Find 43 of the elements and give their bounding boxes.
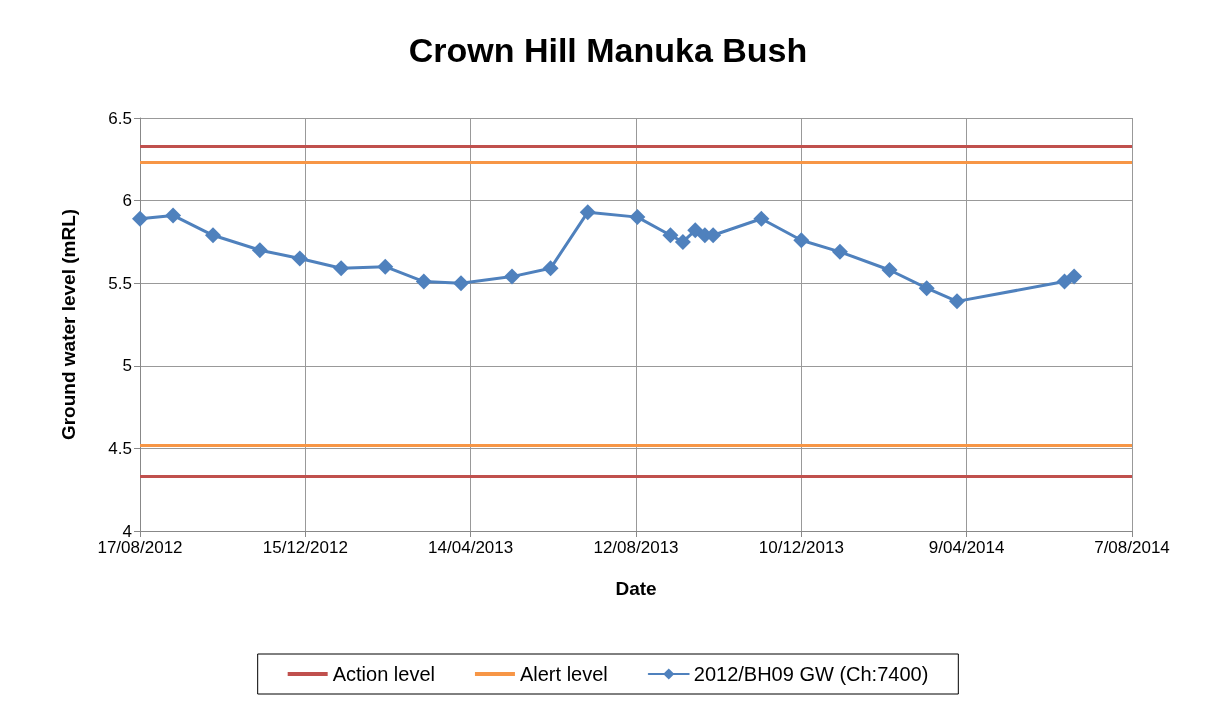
point <box>132 210 148 227</box>
x-tick-label: 12/08/2013 <box>593 538 679 557</box>
point <box>291 250 308 267</box>
legend-label: 2012/BH09 GW (Ch:7400) <box>693 663 929 685</box>
legend-label: Action level <box>332 663 435 685</box>
point <box>205 227 222 244</box>
x-tick-label: 14/04/2013 <box>428 538 514 557</box>
point <box>1056 273 1073 290</box>
y-tick-label: 5 <box>122 356 132 376</box>
point <box>579 204 596 221</box>
y-tick-label: 4 <box>122 521 132 541</box>
point <box>504 268 520 285</box>
point <box>793 232 810 249</box>
point <box>949 293 966 310</box>
point <box>453 275 470 292</box>
point <box>674 233 691 250</box>
point <box>687 222 704 239</box>
point <box>1066 268 1083 285</box>
y-tick-label: 4.5 <box>108 438 132 458</box>
point <box>629 209 646 226</box>
y-axis-title: Ground water level (mRL) <box>58 208 79 441</box>
x-axis-title: Date <box>615 578 657 599</box>
x-tick-label: 17/08/2012 <box>97 538 183 557</box>
x-tick-label: 10/12/2013 <box>758 538 844 557</box>
point <box>251 242 268 259</box>
point <box>542 260 559 277</box>
x-tick-label: 9/04/2014 <box>928 538 1005 557</box>
point <box>165 207 182 224</box>
point <box>662 227 679 244</box>
point <box>333 260 350 277</box>
x-tick-label: 7/08/2014 <box>1094 538 1170 557</box>
chart-title: Crown Hill Manuka Bush <box>408 31 808 69</box>
point <box>415 273 432 290</box>
point <box>831 243 848 260</box>
point <box>918 280 935 297</box>
point <box>881 261 898 278</box>
y-tick-label: 6.5 <box>108 108 132 128</box>
legend-label: Alert level <box>519 663 608 685</box>
x-tick-label: 15/12/2012 <box>262 538 348 557</box>
y-tick-label: 5.5 <box>108 273 132 293</box>
point <box>753 210 770 227</box>
point <box>377 258 394 275</box>
y-tick-label: 6 <box>122 191 132 211</box>
